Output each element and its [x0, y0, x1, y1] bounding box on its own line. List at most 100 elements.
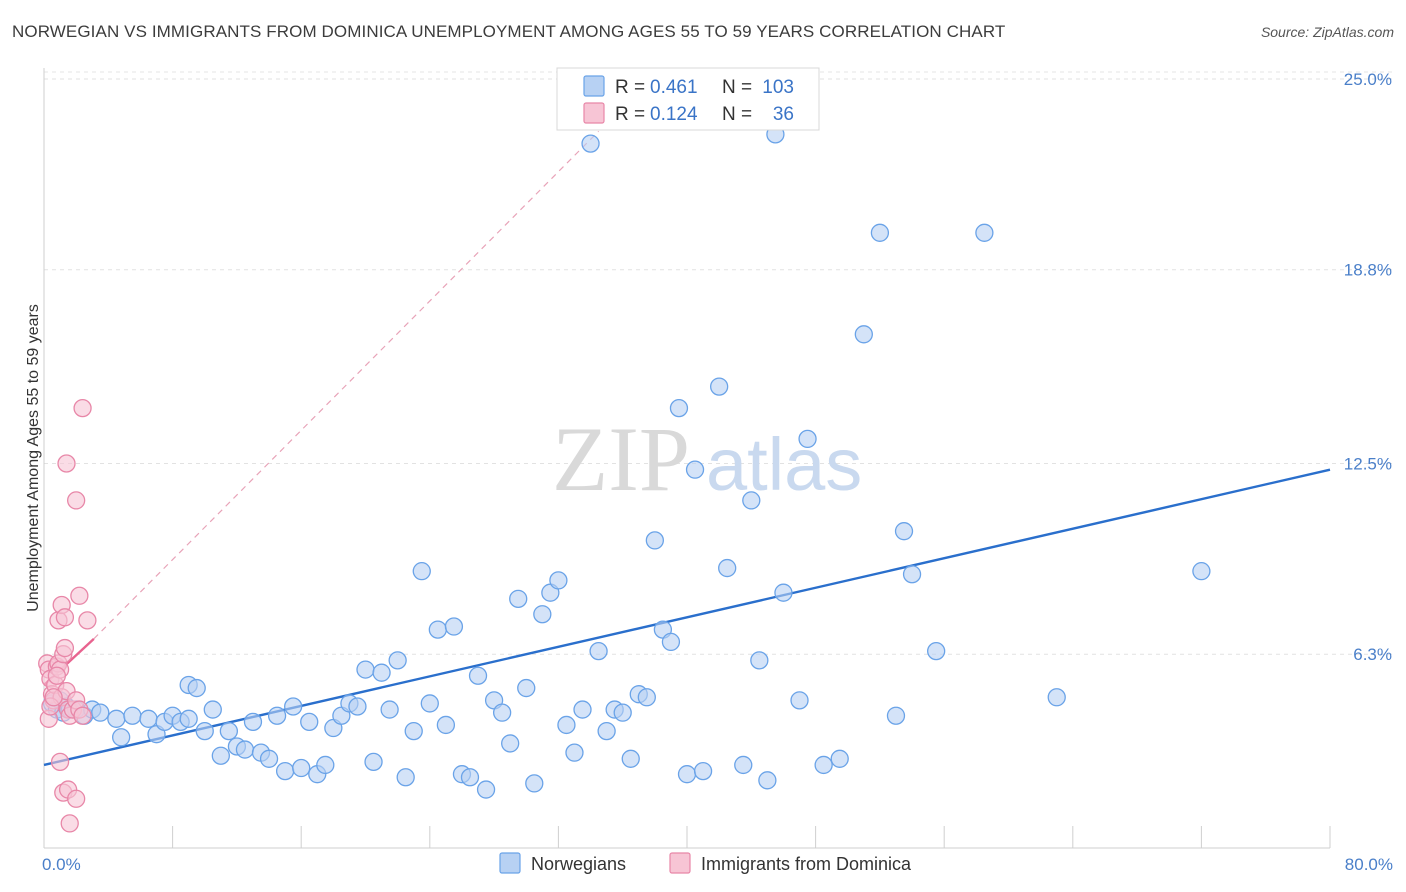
watermark-zip: ZIP: [552, 408, 690, 510]
tick-labels: 6.3% 12.5% 18.8% 25.0% 0.0% 80.0%: [42, 70, 1393, 874]
chart-source: Source: ZipAtlas.com: [1260, 24, 1394, 40]
norwegians-point-71: [597, 721, 616, 741]
norwegians-point-69: [581, 134, 600, 153]
norwegians-point-41: [356, 660, 375, 679]
series-legend-label-dominica: Immigrants from Dominica: [701, 854, 912, 874]
norwegians-point-81: [677, 765, 697, 784]
norwegians-point-86: [734, 755, 753, 775]
norwegians-point-74: [621, 749, 640, 768]
norwegians-point-42: [364, 752, 383, 772]
legend-r-label-1: R =: [615, 77, 645, 98]
norwegians-point-100: [902, 565, 922, 584]
trend-extension-1: [93, 130, 600, 640]
data-points: [38, 125, 1211, 833]
norwegians-point-96: [854, 325, 873, 344]
dominica-point-22: [47, 666, 67, 685]
dominica-point-26: [57, 454, 76, 473]
dominica-point-27: [67, 491, 86, 510]
dominica-point-35: [60, 814, 79, 833]
dominica-point-34: [67, 789, 86, 808]
norwegians-point-79: [661, 632, 681, 652]
legend-n-value-2: 36: [773, 104, 794, 125]
norwegians-point-24: [219, 721, 239, 741]
norwegians-point-73: [613, 703, 632, 722]
norwegians-point-26: [235, 740, 255, 759]
norwegians-point-62: [525, 774, 544, 793]
norwegians-point-60: [509, 589, 528, 608]
dominica-point-28: [70, 586, 89, 605]
trend-line-0: [43, 468, 1331, 767]
x-tick-label-1: 80.0%: [1345, 855, 1393, 874]
legend-n-value-1: 103: [762, 77, 794, 98]
y-axis-title: Unemployment Among Ages 55 to 59 years: [25, 304, 42, 612]
norwegians-point-61: [517, 678, 536, 698]
norwegians-point-31: [275, 761, 295, 781]
dominica-point-29: [73, 398, 92, 418]
norwegians-point-47: [404, 721, 423, 741]
norwegians-point-54: [460, 768, 480, 787]
series-legend-label-norwegians: Norwegians: [531, 854, 626, 874]
dominica-point-31: [50, 752, 70, 772]
norwegians-point-48: [412, 562, 431, 581]
norwegians-point-30: [267, 706, 287, 725]
norwegians-point-51: [436, 715, 456, 735]
norwegians-point-10: [107, 709, 126, 728]
series-legend-swatch-norwegians: [499, 852, 521, 874]
norwegians-point-85: [718, 558, 737, 578]
watermark-atlas: atlas: [706, 423, 862, 506]
dominica-point-18: [73, 706, 92, 725]
series-legend-swatch-dominica: [669, 852, 691, 874]
norwegians-point-93: [798, 429, 817, 449]
legend-r-label-2: R =: [615, 104, 645, 125]
norwegians-point-91: [774, 583, 793, 602]
norwegians-point-20: [187, 678, 206, 698]
norwegians-point-23: [211, 746, 230, 765]
norwegians-point-65: [549, 571, 568, 590]
x-tick-label-0: 0.0%: [42, 855, 81, 874]
dominica-point-30: [78, 611, 97, 630]
norwegians-point-49: [420, 694, 439, 713]
dominica-point-21: [44, 688, 63, 707]
norwegians-point-9: [91, 703, 110, 722]
norwegians-point-33: [292, 758, 311, 778]
norwegians-point-36: [316, 755, 335, 775]
norwegians-point-50: [428, 620, 447, 639]
norwegians-point-76: [637, 688, 656, 707]
norwegians-point-104: [1192, 562, 1211, 581]
norwegians-point-59: [501, 734, 520, 753]
norwegians-point-102: [975, 223, 994, 242]
norwegians-point-52: [444, 617, 464, 636]
legend-swatch-norwegians: [583, 75, 605, 97]
norwegians-point-67: [565, 743, 584, 762]
norwegians-point-55: [468, 666, 488, 685]
norwegians-point-94: [814, 755, 833, 775]
norwegians-point-77: [645, 531, 664, 550]
norwegians-point-43: [372, 663, 391, 682]
grid-lines: [44, 71, 1392, 655]
norwegians-point-88: [750, 651, 769, 670]
norwegians-point-66: [557, 715, 576, 735]
norwegians-point-45: [388, 651, 407, 670]
norwegians-point-95: [830, 749, 849, 768]
norwegians-point-89: [758, 771, 777, 790]
norwegians-point-82: [685, 460, 705, 479]
norwegians-point-101: [927, 641, 946, 661]
norwegians-point-70: [589, 641, 608, 661]
y-tick-label-0: 6.3%: [1353, 645, 1392, 664]
y-tick-label-1: 12.5%: [1344, 455, 1392, 474]
chart-title: NORWEGIAN VS IMMIGRANTS FROM DOMINICA UN…: [12, 22, 1006, 41]
norwegians-point-32: [284, 697, 303, 716]
norwegians-point-18: [179, 709, 198, 728]
norwegians-point-83: [693, 761, 713, 781]
series-legend: Norwegians Immigrants from Dominica: [499, 852, 912, 874]
norwegians-point-34: [300, 712, 319, 732]
norwegians-point-56: [476, 780, 496, 799]
norwegians-point-13: [139, 709, 158, 728]
norwegians-point-21: [195, 721, 214, 741]
legend-r-value-1: 0.461: [650, 77, 698, 98]
legend-swatch-dominica: [583, 102, 605, 124]
stats-legend: R = 0.461 N = 103 R = 0.124 N = 36: [556, 67, 820, 131]
legend-n-label-1: N =: [722, 77, 752, 98]
norwegians-point-58: [492, 703, 512, 722]
norwegians-point-87: [742, 491, 761, 510]
